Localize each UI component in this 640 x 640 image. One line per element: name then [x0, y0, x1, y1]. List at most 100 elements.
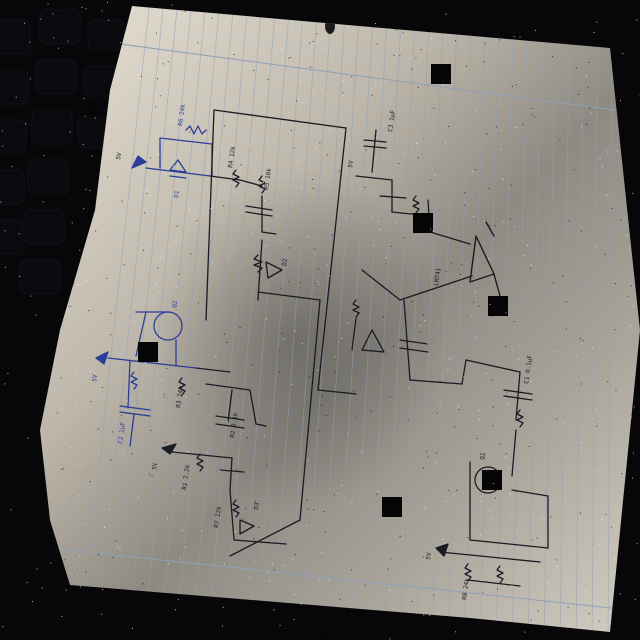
speckle: [201, 530, 203, 532]
speckle: [426, 450, 428, 452]
center-bus: [229, 127, 357, 557]
label-r8: R8 24k: [461, 577, 471, 600]
ruled-line: [575, 6, 585, 632]
speckle: [79, 75, 81, 77]
speckle: [48, 70, 50, 72]
speckle: [11, 165, 13, 167]
speckle: [588, 612, 590, 614]
speckle: [296, 100, 298, 102]
speckle: [531, 114, 533, 116]
speckle: [11, 116, 13, 118]
speckle: [253, 70, 255, 71]
speckle: [559, 138, 561, 140]
speckle: [10, 494, 12, 496]
speckle: [353, 390, 355, 392]
speckle: [253, 538, 255, 540]
speckle: [73, 283, 75, 285]
speckle: [184, 10, 186, 12]
speckle: [55, 134, 57, 136]
speckle: [86, 219, 88, 221]
left-mid-block: [178, 367, 267, 429]
speckle: [89, 481, 91, 483]
speckle: [540, 517, 542, 519]
speckle: [383, 123, 385, 125]
speckle: [198, 393, 200, 395]
speckle: [27, 208, 29, 210]
speckle: [424, 319, 426, 321]
lower-left-block: [161, 443, 287, 545]
speckle: [326, 154, 328, 156]
speckle: [497, 27, 499, 29]
speckle: [190, 253, 192, 255]
speckle: [107, 1, 108, 3]
speckle: [291, 383, 293, 385]
speckle: [117, 545, 118, 547]
speckle: [527, 244, 528, 246]
speckle: [173, 490, 174, 492]
speckle: [384, 0, 386, 2]
speckle: [144, 212, 146, 214]
speckle: [156, 32, 157, 34]
speckle: [514, 225, 516, 227]
speckle: [531, 108, 533, 109]
speckle: [537, 610, 539, 612]
speckle: [228, 258, 230, 260]
speckle: [611, 208, 613, 209]
speckle: [399, 536, 401, 537]
speckle: [95, 114, 97, 115]
speckle: [306, 499, 308, 501]
speckle: [488, 509, 490, 511]
speckle: [173, 165, 175, 167]
speckle: [365, 149, 367, 151]
speckle: [579, 442, 581, 444]
speckle: [153, 462, 155, 464]
speckle: [21, 354, 23, 356]
speckle: [254, 500, 256, 502]
speckle: [101, 10, 103, 12]
label-d3: D3: [253, 502, 261, 511]
speckle: [509, 494, 511, 496]
speckle: [19, 276, 21, 277]
speckle: [417, 87, 419, 88]
speckle: [217, 67, 219, 69]
speckle: [456, 489, 458, 491]
speckle: [436, 452, 438, 454]
speckle: [604, 253, 606, 255]
speckle: [632, 192, 634, 194]
speckle: [423, 314, 424, 316]
ruled-line: [543, 6, 557, 632]
speckle: [510, 184, 512, 186]
speckle: [471, 170, 473, 172]
speckle: [197, 42, 199, 44]
speckle: [36, 568, 38, 570]
ruled-line: [319, 6, 361, 632]
speckle: [61, 615, 63, 617]
speckle: [488, 224, 490, 226]
speckle: [419, 331, 421, 333]
speckle: [87, 105, 89, 107]
speckle: [408, 388, 410, 389]
ruled-line: [191, 6, 249, 632]
speckle: [178, 273, 180, 275]
ruled-line: [527, 6, 543, 632]
speckle: [385, 257, 387, 259]
speckle: [342, 92, 344, 94]
speckle: [371, 217, 373, 219]
speckle: [54, 104, 56, 106]
speckle: [121, 200, 123, 202]
speckle: [503, 221, 505, 223]
speckle: [598, 620, 600, 622]
speckle: [2, 626, 4, 628]
ruled-lines: [79, 6, 613, 632]
speckle: [488, 16, 490, 18]
speckle: [522, 124, 524, 126]
speckle: [418, 157, 419, 159]
speckle: [167, 12, 169, 14]
speckle: [461, 264, 463, 266]
speckle: [224, 125, 226, 127]
speckle: [162, 63, 164, 65]
speckle: [290, 130, 292, 131]
speckle: [565, 301, 567, 303]
speckle: [168, 563, 170, 565]
speckle: [300, 282, 302, 284]
